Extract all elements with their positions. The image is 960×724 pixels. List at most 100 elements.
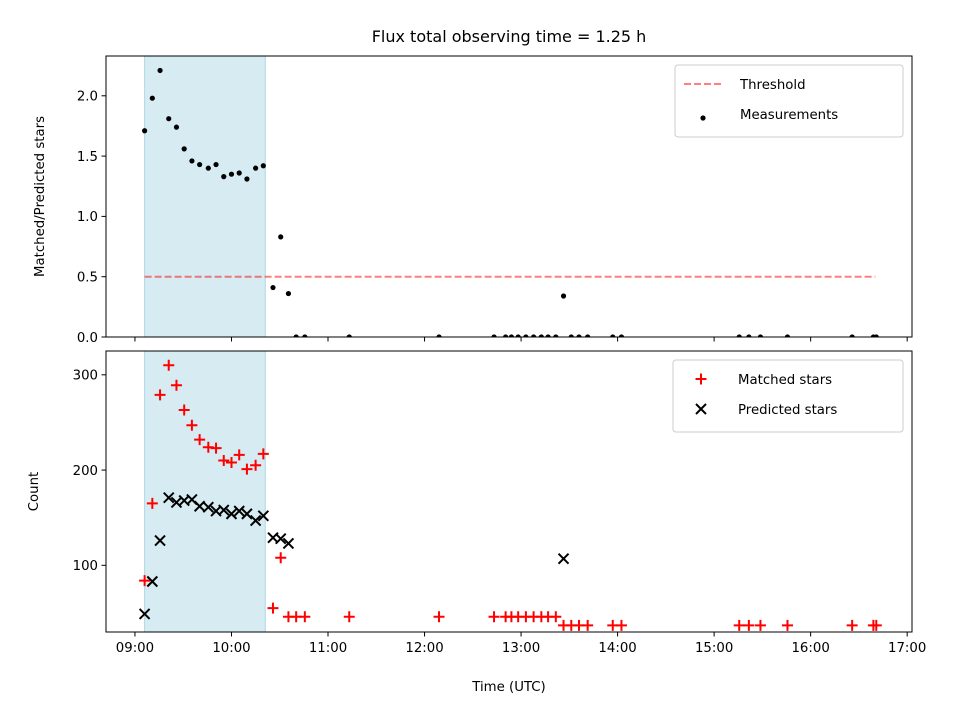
measurement-point: [610, 334, 616, 337]
matched-point: [870, 619, 882, 631]
legend-label: Matched stars: [738, 373, 832, 388]
measurement-point: [576, 334, 582, 337]
measurement-point: [545, 334, 551, 337]
legend-label: Measurements: [740, 108, 838, 123]
series-plus: [139, 359, 882, 631]
predicted-point: [163, 491, 175, 504]
series-dot: [142, 67, 879, 337]
measurement-point: [213, 161, 219, 168]
y-tick-label: 300: [73, 369, 98, 384]
y-tick-label: 0.0: [77, 331, 98, 346]
chart-title: Flux total observing time = 1.25 h: [372, 27, 647, 46]
matched-point: [488, 611, 500, 623]
predicted-point: [233, 505, 245, 517]
measurement-point: [197, 161, 203, 168]
matched-point: [582, 619, 594, 631]
predicted-point: [138, 608, 151, 620]
x-tick-label: 11:00: [309, 641, 347, 656]
y-tick-label: 1.5: [77, 150, 98, 165]
measurement-point: [346, 334, 352, 337]
matched-point: [257, 448, 269, 460]
matched-point: [154, 389, 166, 401]
measurement-point: [181, 146, 187, 152]
matched-point: [433, 611, 445, 623]
measurement-point: [568, 334, 574, 337]
measurement-point: [849, 334, 855, 337]
matched-point: [139, 575, 151, 587]
predicted-point: [146, 575, 159, 588]
matched-point: [846, 619, 858, 631]
matched-point: [225, 456, 237, 468]
measurement-point: [585, 334, 591, 337]
matched-point: [743, 619, 755, 631]
matched-point: [343, 611, 355, 623]
x-tick-label: 13:00: [502, 641, 540, 656]
measurement-point: [260, 163, 266, 169]
measurement-point: [757, 334, 764, 337]
predicted-point: [557, 552, 570, 565]
measurement-point: [221, 174, 227, 180]
matched-point: [615, 619, 627, 631]
measurement-point: [285, 290, 292, 297]
series-x: [138, 491, 570, 620]
y-axis-label: Count: [27, 472, 42, 512]
predicted-point: [154, 534, 166, 547]
matched-point: [250, 459, 262, 471]
x-axis-label: Time (UTC): [471, 680, 546, 695]
matched-point: [267, 602, 279, 614]
measurement-point: [302, 334, 308, 337]
matched-point: [210, 442, 222, 454]
matched-point: [146, 497, 158, 509]
x-tick-label: 12:00: [405, 641, 443, 656]
predicted-point: [275, 532, 287, 545]
legend-label: Threshold: [739, 78, 806, 93]
measurement-point: [293, 334, 299, 337]
measurement-point: [253, 165, 259, 171]
measurement-point: [618, 334, 625, 337]
matched-point: [241, 463, 253, 475]
count-panel: 100 200 300 09:00 10:00 11:00 12:00 13:00 14:00 1…: [27, 350, 926, 656]
measurement-point: [278, 234, 284, 240]
matched-point: [186, 419, 198, 431]
measurement-point: [149, 95, 155, 101]
measurement-point: [508, 334, 515, 337]
measurement-point: [157, 67, 163, 74]
x-tick-label: 17:00: [888, 641, 926, 656]
measurement-point: [515, 334, 521, 337]
measurement-point: [228, 171, 235, 177]
legend-measurements-swatch: [700, 115, 706, 121]
observing-span: [144, 351, 266, 632]
x-tick-label: 09:00: [116, 641, 154, 656]
ratio-panel: 0.0 0.5 1.0 1.5 2.0 Matched/Predicted stars Th…: [33, 55, 913, 346]
measurement-point: [166, 116, 172, 122]
measurement-point: [560, 293, 567, 299]
predicted-point: [249, 514, 262, 527]
matched-point: [733, 619, 745, 631]
x-tick-label: 15:00: [695, 641, 733, 656]
matched-point: [194, 434, 206, 446]
matched-point: [550, 611, 562, 623]
observing-span: [144, 56, 266, 337]
legend: Matched stars Predicted stars: [672, 359, 904, 433]
measurement-point: [236, 170, 242, 176]
predicted-point: [202, 501, 215, 513]
measurement-point: [784, 334, 791, 337]
matched-point: [781, 619, 793, 631]
y-tick-label: 200: [73, 464, 98, 479]
legend-predicted-swatch: [695, 403, 707, 415]
plot-area: [138, 351, 882, 632]
legend-box: [672, 359, 904, 433]
measurement-point: [736, 334, 742, 337]
measurement-point: [523, 334, 529, 337]
matched-point: [299, 611, 311, 623]
matched-point: [163, 359, 175, 371]
predicted-point: [257, 510, 270, 522]
measurement-point: [491, 334, 497, 337]
legend-label: Predicted stars: [738, 403, 837, 418]
matched-point: [233, 449, 245, 461]
measurement-point: [553, 334, 559, 337]
legend: Threshold Measurements: [674, 64, 904, 138]
measurement-point: [173, 124, 180, 130]
measurement-point: [503, 334, 509, 337]
